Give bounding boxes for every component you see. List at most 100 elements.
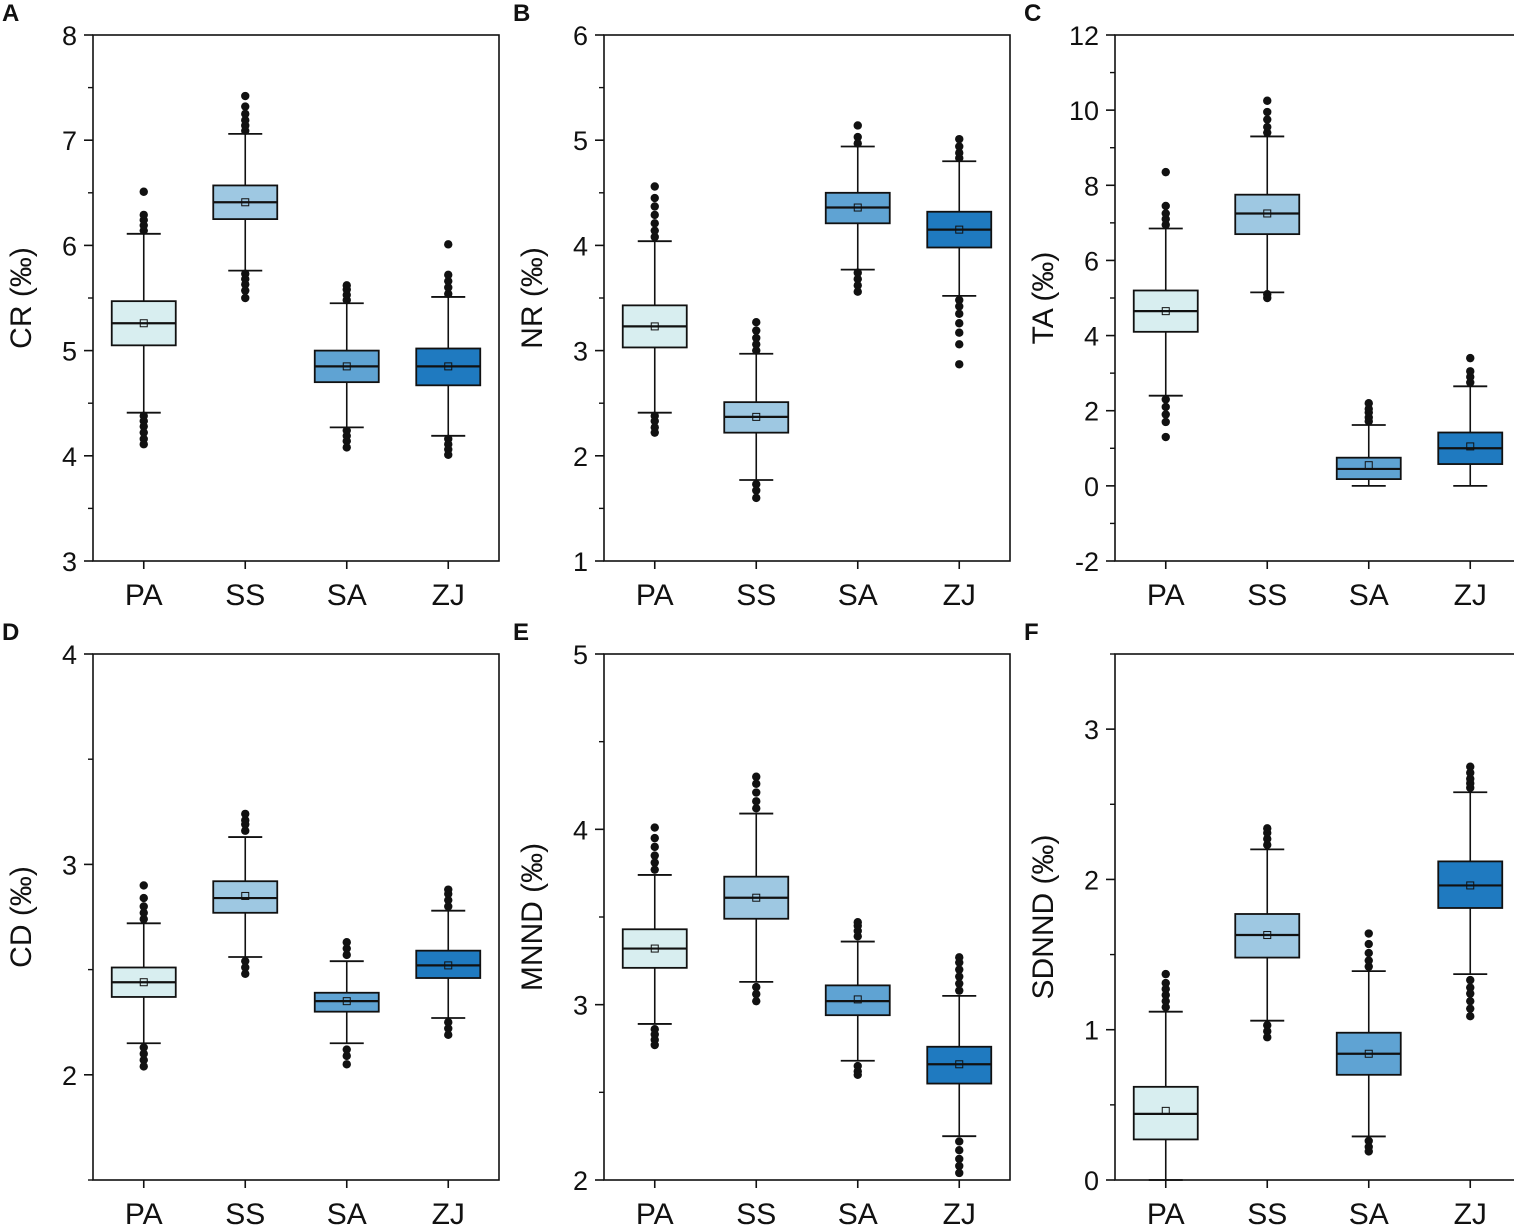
outlier-point <box>1263 293 1272 303</box>
outlier-point <box>1263 824 1272 833</box>
outlier-point <box>1161 432 1170 442</box>
outlier-point <box>853 1070 862 1080</box>
outlier-point <box>444 283 453 292</box>
outlier-point <box>241 956 250 966</box>
box-zj <box>926 134 993 369</box>
outlier-point <box>241 280 250 289</box>
x-tick-label: ZJ <box>943 1198 976 1225</box>
outlier-point <box>1263 107 1272 117</box>
y-tick-label: 3 <box>573 991 588 1021</box>
outlier-point <box>752 480 761 489</box>
y-tick-label: 6 <box>573 21 588 51</box>
outlier-point <box>241 809 250 819</box>
mean-marker <box>1161 1106 1170 1115</box>
mean-marker <box>444 362 453 371</box>
outlier-point <box>241 826 250 835</box>
x-tick-label: SA <box>327 1198 367 1225</box>
outlier-point <box>650 416 659 426</box>
x-tick-label: ZJ <box>1454 1198 1487 1225</box>
outlier-point <box>1364 1136 1373 1146</box>
y-tick-label: 3 <box>1084 715 1099 745</box>
outlier-point <box>955 360 964 369</box>
outlier-point <box>1466 996 1475 1006</box>
y-tick-label: 5 <box>573 640 588 670</box>
y-tick-label: 5 <box>62 337 77 367</box>
outlier-point <box>1161 996 1170 1006</box>
y-axis-label: TA (‰) <box>1027 252 1060 345</box>
box-zj <box>1437 353 1504 487</box>
outlier-point <box>444 1018 453 1027</box>
y-axis-label: MNND (‰) <box>516 843 549 991</box>
outlier-point <box>1161 402 1170 412</box>
outlier-point <box>342 1045 351 1054</box>
outlier-point <box>955 1145 964 1155</box>
mean-marker <box>955 225 964 234</box>
outlier-point <box>1466 353 1475 363</box>
x-tick-label: SA <box>1349 579 1389 612</box>
box-ss <box>1234 824 1301 1042</box>
x-tick-label: SA <box>327 579 367 612</box>
plot-frame <box>603 34 1011 562</box>
box-ss <box>212 809 279 979</box>
outlier-point <box>444 240 453 249</box>
y-axis-label: SDNND (‰) <box>1027 835 1060 1000</box>
outlier-point <box>444 276 453 286</box>
y-tick-label: 3 <box>62 850 77 880</box>
y-tick-label: 2 <box>573 1166 588 1196</box>
outlier-point <box>1263 1021 1272 1030</box>
outlier-point <box>752 996 761 1006</box>
mean-marker <box>752 412 761 421</box>
outlier-point <box>1161 978 1170 988</box>
box-sa <box>824 121 891 296</box>
outlier-point <box>444 902 453 911</box>
y-tick-label: 1 <box>573 547 588 577</box>
outlier-point <box>1364 956 1373 965</box>
outlier-point <box>241 91 250 101</box>
box-sa <box>1335 399 1402 487</box>
y-tick-label: 3 <box>573 337 588 367</box>
outlier-point <box>241 969 250 979</box>
outlier-point <box>444 1024 453 1033</box>
outlier-point <box>1466 774 1475 783</box>
x-tick-label: SS <box>225 579 265 612</box>
outlier-point <box>955 328 964 337</box>
outlier-point <box>241 816 250 825</box>
outlier-point <box>1364 962 1373 971</box>
outlier-point <box>1263 840 1272 850</box>
outlier-point <box>853 274 862 284</box>
x-tick-label: SS <box>225 1198 265 1225</box>
mean-marker <box>444 961 453 970</box>
x-tick-label: SA <box>1349 1198 1389 1225</box>
outlier-point <box>955 1154 964 1164</box>
outlier-point <box>1364 948 1373 958</box>
outlier-point <box>139 440 148 449</box>
x-tick-label: PA <box>636 1198 674 1225</box>
box-pa <box>621 182 688 437</box>
outlier-point <box>342 1060 351 1069</box>
outlier-point <box>1263 115 1272 124</box>
y-tick-label: 0 <box>1084 1166 1099 1196</box>
mean-marker <box>342 362 351 371</box>
y-tick-label: 4 <box>1084 322 1099 352</box>
box-pa <box>110 187 177 449</box>
outlier-point <box>1364 939 1373 949</box>
outlier-point <box>650 842 659 852</box>
outlier-point <box>650 865 659 874</box>
outlier-point <box>1161 969 1170 979</box>
outlier-point <box>342 944 351 953</box>
box-sa <box>313 938 380 1069</box>
outlier-point <box>1466 1011 1475 1021</box>
y-tick-label: 4 <box>573 231 588 261</box>
outlier-point <box>139 914 148 924</box>
outlier-point <box>139 1055 148 1065</box>
panel-label: B <box>513 0 530 27</box>
y-axis-label: CD (‰) <box>5 866 38 968</box>
outlier-point <box>752 340 761 349</box>
outlier-point <box>853 132 862 142</box>
outlier-point <box>1161 1002 1170 1012</box>
x-tick-label: SA <box>838 1198 878 1225</box>
outlier-point <box>139 428 148 437</box>
outlier-point <box>139 908 148 917</box>
x-tick-label: ZJ <box>432 579 465 612</box>
outlier-point <box>650 823 659 832</box>
